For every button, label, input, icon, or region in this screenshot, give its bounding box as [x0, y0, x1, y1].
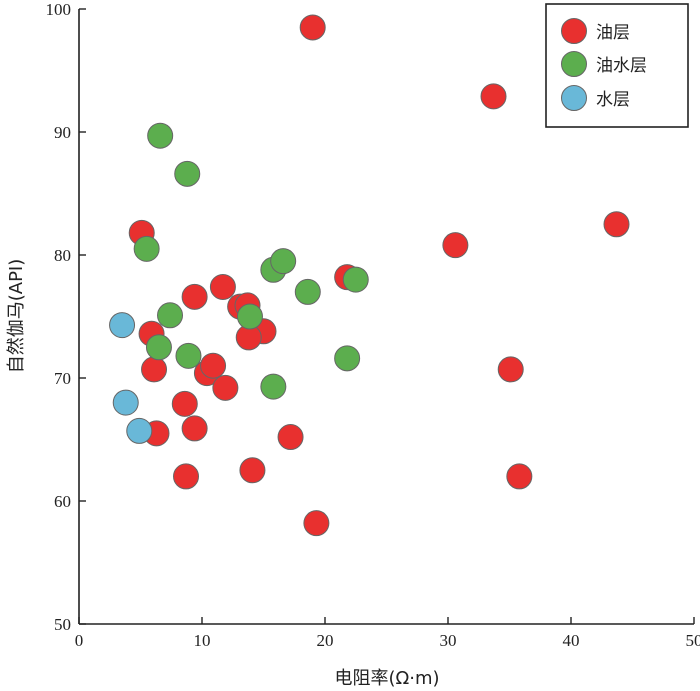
data-point-water: [126, 417, 153, 444]
y-tick-label: 80: [54, 246, 71, 265]
legend-label-water: 水层: [596, 90, 630, 110]
legend: 油层 油水层 水层: [545, 3, 689, 128]
data-point-oil: [181, 415, 208, 442]
y-axis: 50 60 70 80 90 100: [46, 0, 86, 634]
data-point-oil-water: [260, 373, 287, 400]
legend-marker-oil: [561, 18, 587, 44]
data-point-oil-water: [334, 345, 361, 372]
data-point-oil: [173, 463, 200, 490]
x-tick-label: 10: [194, 631, 211, 650]
data-point-oil: [303, 510, 330, 537]
legend-label-oil-water: 油水层: [596, 56, 647, 76]
x-tick-label: 0: [75, 631, 84, 650]
data-point-oil-water: [294, 278, 321, 305]
legend-marker-oil-water: [561, 51, 587, 77]
x-axis: 0 10 20 30 40 50: [75, 617, 700, 650]
data-point-oil-water: [342, 266, 369, 293]
data-point-oil-water: [236, 303, 263, 330]
data-point-oil: [171, 390, 198, 417]
legend-marker-water: [561, 85, 587, 111]
x-tick-label: 50: [686, 631, 700, 650]
data-point-oil-water: [270, 248, 297, 275]
data-point-oil: [200, 352, 227, 379]
data-point-water: [112, 389, 139, 416]
y-tick-label: 60: [54, 492, 71, 511]
data-point-oil: [181, 283, 208, 310]
data-points: [109, 14, 630, 537]
plot-frame: [78, 9, 694, 625]
y-axis-title: 自然伽马(API): [6, 259, 27, 374]
data-point-oil: [277, 424, 304, 451]
data-point-oil: [442, 232, 469, 259]
data-point-oil-water: [175, 342, 202, 369]
legend-label-oil: 油层: [596, 23, 630, 43]
data-point-oil: [209, 273, 236, 300]
data-point-water: [109, 312, 136, 339]
y-tick-label: 70: [54, 369, 71, 388]
data-point-oil: [603, 211, 630, 238]
y-tick-label: 100: [46, 0, 72, 19]
y-tick-label: 50: [54, 615, 71, 634]
x-tick-label: 30: [440, 631, 457, 650]
data-point-oil: [239, 457, 266, 484]
x-tick-label: 40: [563, 631, 580, 650]
data-point-oil-water: [147, 122, 174, 149]
data-point-oil: [141, 356, 168, 383]
data-point-oil-water: [145, 334, 172, 361]
data-point-oil: [212, 374, 239, 401]
x-tick-label: 20: [317, 631, 334, 650]
data-point-oil-water: [157, 302, 184, 329]
data-point-oil: [299, 14, 326, 41]
data-point-oil: [480, 83, 507, 110]
data-point-oil: [497, 356, 524, 383]
data-point-oil-water: [174, 160, 201, 187]
data-point-oil-water: [133, 235, 160, 262]
x-axis-title: 电阻率(Ω·m): [334, 668, 439, 689]
y-tick-label: 90: [54, 123, 71, 142]
data-point-oil: [506, 463, 533, 490]
